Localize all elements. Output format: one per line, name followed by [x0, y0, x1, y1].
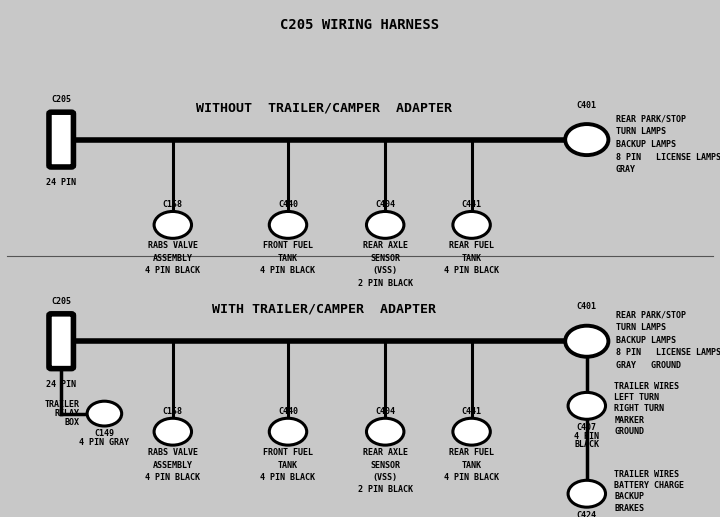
- Text: 4 PIN BLACK: 4 PIN BLACK: [261, 266, 315, 275]
- Text: C407: C407: [577, 423, 597, 432]
- Text: REAR FUEL: REAR FUEL: [449, 241, 494, 250]
- Text: 4 PIN: 4 PIN: [575, 432, 599, 440]
- Text: C149: C149: [94, 429, 114, 438]
- Text: 4 PIN GRAY: 4 PIN GRAY: [79, 438, 130, 447]
- Text: BRAKES: BRAKES: [614, 504, 644, 513]
- Text: GRAY   GROUND: GRAY GROUND: [616, 361, 680, 370]
- Text: TANK: TANK: [462, 254, 482, 263]
- Text: TANK: TANK: [462, 461, 482, 469]
- Text: 8 PIN   LICENSE LAMPS: 8 PIN LICENSE LAMPS: [616, 153, 720, 162]
- Text: LEFT TURN: LEFT TURN: [614, 393, 660, 402]
- Text: GROUND: GROUND: [614, 427, 644, 436]
- Text: REAR PARK/STOP: REAR PARK/STOP: [616, 311, 685, 320]
- Text: BACKUP: BACKUP: [614, 492, 644, 501]
- Text: TURN LAMPS: TURN LAMPS: [616, 323, 665, 332]
- Text: C441: C441: [462, 407, 482, 416]
- Text: 4 PIN BLACK: 4 PIN BLACK: [444, 266, 499, 275]
- Text: GRAY: GRAY: [616, 165, 636, 174]
- Text: SENSOR: SENSOR: [370, 254, 400, 263]
- Text: BACKUP LAMPS: BACKUP LAMPS: [616, 140, 675, 149]
- Text: FRONT FUEL: FRONT FUEL: [263, 241, 313, 250]
- Text: 2 PIN BLACK: 2 PIN BLACK: [358, 279, 413, 287]
- Circle shape: [565, 326, 608, 357]
- Text: C158: C158: [163, 201, 183, 209]
- Text: 4 PIN BLACK: 4 PIN BLACK: [145, 473, 200, 482]
- Circle shape: [366, 211, 404, 238]
- Text: 24 PIN: 24 PIN: [46, 380, 76, 389]
- Text: TANK: TANK: [278, 254, 298, 263]
- Text: RELAY: RELAY: [54, 409, 79, 418]
- Text: BATTERY CHARGE: BATTERY CHARGE: [614, 481, 684, 490]
- Text: REAR AXLE: REAR AXLE: [363, 241, 408, 250]
- Text: TRAILER WIRES: TRAILER WIRES: [614, 469, 679, 479]
- Circle shape: [568, 392, 606, 419]
- Text: RABS VALVE: RABS VALVE: [148, 241, 198, 250]
- Text: WITHOUT  TRAILER/CAMPER  ADAPTER: WITHOUT TRAILER/CAMPER ADAPTER: [196, 101, 452, 114]
- Text: RABS VALVE: RABS VALVE: [148, 448, 198, 457]
- Text: REAR AXLE: REAR AXLE: [363, 448, 408, 457]
- Circle shape: [453, 211, 490, 238]
- Text: 24 PIN: 24 PIN: [46, 178, 76, 187]
- Text: BLACK: BLACK: [575, 440, 599, 449]
- Text: REAR PARK/STOP: REAR PARK/STOP: [616, 114, 685, 124]
- Text: SENSOR: SENSOR: [370, 461, 400, 469]
- Circle shape: [154, 211, 192, 238]
- Text: FRONT FUEL: FRONT FUEL: [263, 448, 313, 457]
- Circle shape: [453, 418, 490, 445]
- FancyBboxPatch shape: [49, 112, 73, 167]
- Circle shape: [366, 418, 404, 445]
- Text: (VSS): (VSS): [373, 266, 397, 275]
- Text: RIGHT TURN: RIGHT TURN: [614, 404, 664, 414]
- Text: 4 PIN BLACK: 4 PIN BLACK: [444, 473, 499, 482]
- Text: C401: C401: [577, 302, 597, 311]
- Text: C205: C205: [51, 297, 71, 306]
- Text: C440: C440: [278, 407, 298, 416]
- Text: 2 PIN BLACK: 2 PIN BLACK: [358, 485, 413, 494]
- Text: ASSEMBLY: ASSEMBLY: [153, 461, 193, 469]
- Text: C404: C404: [375, 201, 395, 209]
- Circle shape: [269, 418, 307, 445]
- Text: BACKUP LAMPS: BACKUP LAMPS: [616, 336, 675, 345]
- Text: C158: C158: [163, 407, 183, 416]
- Text: C401: C401: [577, 101, 597, 110]
- Text: 4 PIN BLACK: 4 PIN BLACK: [261, 473, 315, 482]
- Circle shape: [269, 211, 307, 238]
- Text: TURN LAMPS: TURN LAMPS: [616, 127, 665, 136]
- Text: C441: C441: [462, 201, 482, 209]
- Text: MARKER: MARKER: [614, 416, 644, 425]
- Text: BOX: BOX: [64, 418, 79, 428]
- Text: 4 PIN BLACK: 4 PIN BLACK: [145, 266, 200, 275]
- Circle shape: [565, 124, 608, 155]
- Text: TANK: TANK: [278, 461, 298, 469]
- Text: REAR FUEL: REAR FUEL: [449, 448, 494, 457]
- Circle shape: [568, 480, 606, 507]
- Text: C404: C404: [375, 407, 395, 416]
- FancyBboxPatch shape: [49, 314, 73, 369]
- Text: TRAILER: TRAILER: [44, 400, 79, 409]
- Text: C440: C440: [278, 201, 298, 209]
- Text: 8 PIN   LICENSE LAMPS: 8 PIN LICENSE LAMPS: [616, 348, 720, 357]
- Circle shape: [154, 418, 192, 445]
- Text: C424: C424: [577, 511, 597, 517]
- Text: C205 WIRING HARNESS: C205 WIRING HARNESS: [280, 18, 440, 32]
- Text: ASSEMBLY: ASSEMBLY: [153, 254, 193, 263]
- Text: C205: C205: [51, 96, 71, 104]
- Text: TRAILER WIRES: TRAILER WIRES: [614, 382, 679, 391]
- Text: (VSS): (VSS): [373, 473, 397, 482]
- Text: WITH TRAILER/CAMPER  ADAPTER: WITH TRAILER/CAMPER ADAPTER: [212, 302, 436, 316]
- Circle shape: [87, 401, 122, 426]
